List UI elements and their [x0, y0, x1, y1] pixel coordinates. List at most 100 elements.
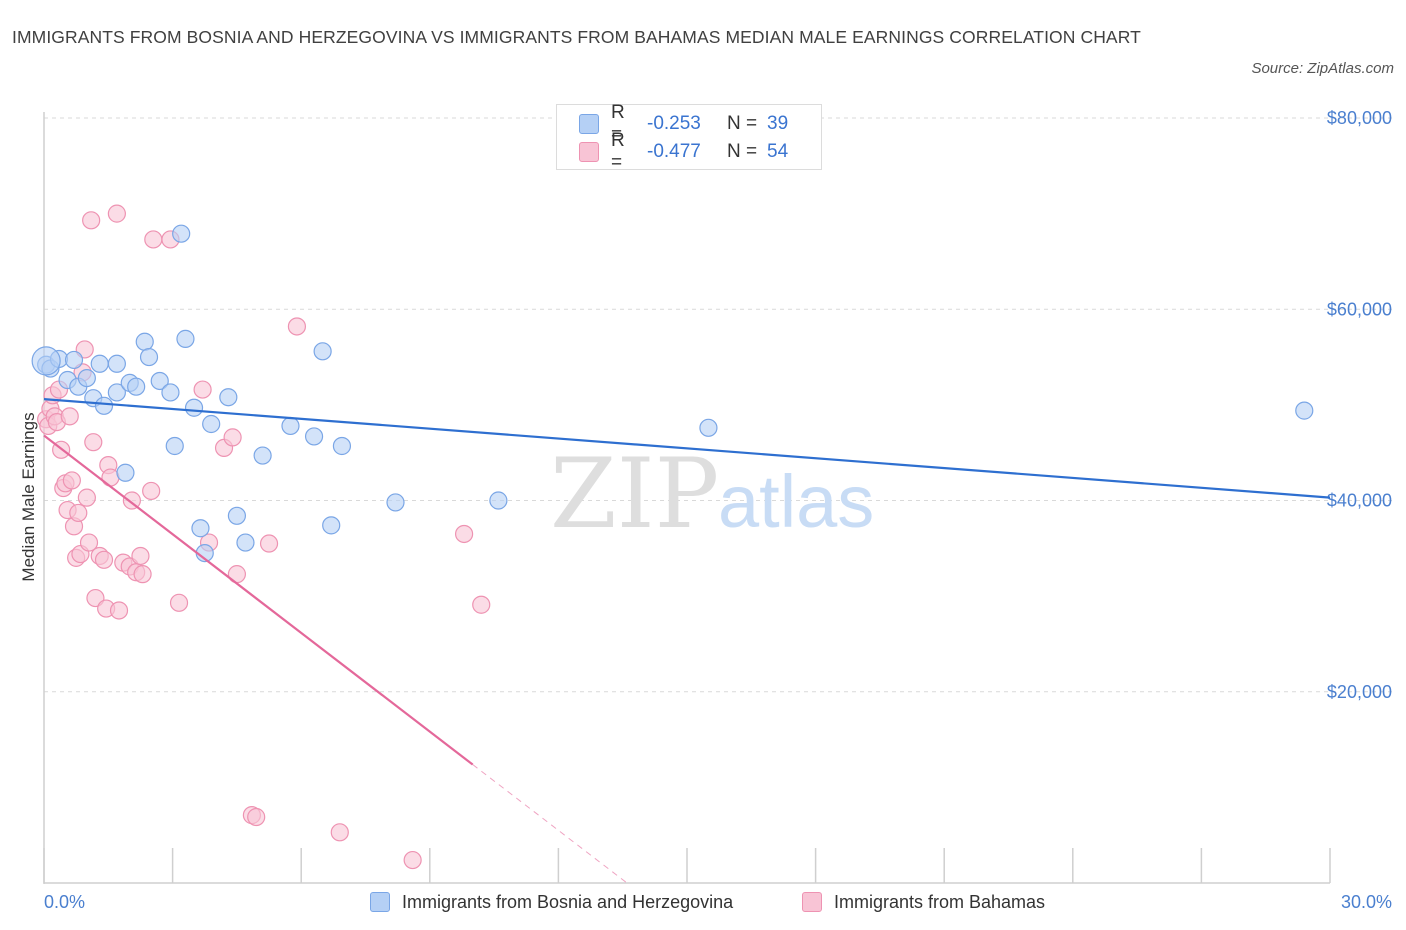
bottom-legend-bosnia: Immigrants from Bosnia and Herzegovina [370, 889, 733, 915]
data-point-bahamas [259, 534, 279, 553]
correlation-legend: R = -0.253 N = 39 R = -0.477 N = 54 [556, 102, 822, 173]
data-point-bahamas [223, 428, 242, 447]
data-point-bosnia-cluster [31, 346, 61, 376]
data-point-bahamas [77, 488, 96, 507]
data-point-bosnia [127, 377, 146, 396]
data-point-bahamas [472, 595, 491, 614]
x-tick-label-max: 30.0% [1341, 892, 1392, 912]
trend-lines [43, 398, 1331, 884]
data-point-bahamas [69, 503, 88, 523]
series-bahamas-points [37, 204, 491, 870]
data-point-bosnia [176, 329, 195, 348]
data-point-bosnia [332, 436, 352, 456]
y-tick-label: $20,000 [1327, 682, 1392, 702]
data-point-bosnia [165, 436, 184, 456]
bottom-legend-swatch-blue [370, 892, 390, 912]
data-point-bosnia [172, 224, 191, 243]
data-point-bosnia [202, 414, 221, 434]
y-tick-labels: $20,000 $40,000 $60,000 $80,000 [1327, 108, 1392, 702]
data-point-bosnia [253, 446, 272, 465]
data-point-bosnia [1295, 401, 1314, 420]
data-point-bahamas [133, 565, 152, 584]
data-point-bosnia [191, 519, 210, 538]
bottom-legend-label: Immigrants from Bahamas [834, 891, 1046, 912]
data-point-bahamas [403, 850, 422, 870]
watermark-zip: ZIP [550, 438, 719, 550]
data-point-bahamas [287, 317, 307, 336]
watermark: ZIP atlas [550, 438, 874, 550]
series-bosnia-points [31, 224, 1314, 563]
data-point-bahamas [60, 407, 79, 426]
source-label: Source: ZipAtlas.com [1251, 60, 1394, 77]
legend-swatch-pink [579, 142, 599, 162]
data-point-bahamas [122, 491, 141, 510]
data-point-bosnia [281, 416, 300, 436]
trend-line-bosnia [43, 398, 1331, 499]
data-point-bosnia [386, 493, 405, 512]
data-point-bosnia [313, 342, 332, 361]
x-tick-label-min: 0.0% [44, 892, 85, 912]
data-point-bosnia [107, 354, 126, 373]
data-point-bahamas [79, 533, 99, 552]
y-axis-label: Median Male Earnings [19, 412, 38, 581]
data-point-bosnia [77, 369, 96, 388]
data-point-bosnia [150, 371, 169, 391]
trend-line-bahamas [43, 434, 474, 766]
legend-n-value: 39 [767, 113, 789, 134]
data-point-bahamas [101, 468, 120, 487]
data-point-bosnia [304, 427, 324, 446]
data-point-bosnia [94, 396, 114, 415]
data-point-bahamas [144, 230, 163, 249]
data-point-bahamas [330, 823, 349, 842]
legend-r-label: R = [611, 102, 625, 145]
legend-swatch-blue [579, 114, 599, 134]
data-point-bahamas [454, 524, 474, 544]
legend-r-value: -0.253 [647, 113, 701, 134]
x-ticks [43, 848, 1331, 883]
data-point-bosnia [161, 383, 180, 402]
data-point-bahamas [107, 204, 126, 223]
watermark-atlas: atlas [718, 460, 874, 543]
y-tick-label: $60,000 [1327, 299, 1392, 319]
data-point-bahamas [247, 807, 266, 827]
data-point-bahamas [193, 380, 212, 399]
legend-row-bahamas: R = -0.477 N = 54 [579, 130, 789, 173]
data-point-bosnia [699, 418, 718, 437]
legend-r-label: R = [611, 130, 625, 173]
data-point-bahamas [169, 593, 189, 612]
legend-n-label: N = [727, 113, 758, 134]
data-point-bosnia [489, 491, 508, 510]
legend-row-bosnia: R = -0.253 N = 39 [579, 102, 789, 145]
data-point-bahamas [84, 433, 103, 452]
data-point-bosnia [322, 516, 341, 535]
data-point-bosnia [135, 332, 154, 351]
data-point-bosnia [139, 347, 159, 367]
data-point-bahamas [142, 481, 161, 501]
data-point-bosnia [90, 354, 109, 373]
chart-title: IMMIGRANTS FROM BOSNIA AND HERZEGOVINA V… [12, 27, 1141, 47]
data-point-bosnia [64, 350, 84, 370]
bottom-legend-bahamas: Immigrants from Bahamas [802, 889, 1045, 915]
data-point-bahamas [82, 211, 101, 230]
bottom-legend-swatch-pink [802, 892, 822, 912]
trend-line-extension-bahamas [472, 764, 628, 884]
data-point-bahamas [109, 601, 129, 620]
data-point-bosnia [219, 388, 238, 407]
data-point-bosnia [107, 383, 126, 402]
legend-r-value: -0.477 [647, 141, 701, 162]
data-point-bahamas [131, 546, 150, 566]
gridlines [44, 117, 1392, 693]
y-tick-label: $80,000 [1327, 108, 1392, 128]
data-point-bahamas [94, 550, 114, 569]
data-point-bosnia [116, 463, 135, 482]
legend-n-label: N = [727, 141, 758, 162]
data-point-bosnia [184, 398, 204, 417]
data-point-bosnia [227, 506, 246, 525]
x-tick-labels: 0.0% 30.0% [44, 892, 1392, 912]
y-tick-label: $40,000 [1327, 491, 1392, 511]
data-point-bosnia [236, 533, 255, 552]
data-point-bahamas [62, 471, 81, 490]
legend-n-value: 54 [767, 141, 789, 162]
bottom-legend-label: Immigrants from Bosnia and Herzegovina [402, 891, 734, 912]
